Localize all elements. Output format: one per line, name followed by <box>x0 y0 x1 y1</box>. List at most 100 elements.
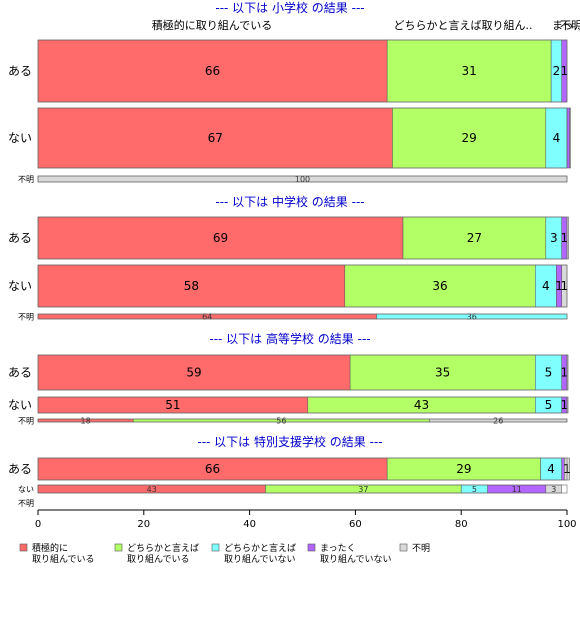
bar-frame <box>37 313 568 320</box>
bar-frame <box>37 484 568 494</box>
legend-label: まったく <box>320 543 356 554</box>
bar-frame <box>37 396 568 414</box>
legend-swatch <box>114 543 123 552</box>
data-label: 56 <box>276 417 286 426</box>
data-label: 5 <box>545 366 553 380</box>
data-label: 3 <box>550 231 558 245</box>
x-tick-label: 80 <box>455 519 468 530</box>
legend-swatch <box>307 543 316 552</box>
data-label: 59 <box>186 366 201 380</box>
bar-segment <box>535 354 562 391</box>
x-tick-label: 20 <box>137 519 150 530</box>
bar-frame <box>37 175 568 183</box>
bar-segment <box>37 39 388 103</box>
bar-frame <box>37 107 568 169</box>
legend-label: 取り組んでいる <box>32 553 95 565</box>
legend-label: どちらかと言えば <box>224 542 296 554</box>
data-label: 1 <box>561 64 569 78</box>
legend-swatch <box>399 543 408 552</box>
top-label: どちらかと言えば取り組ん.. <box>394 19 533 32</box>
row-label: ある <box>8 366 32 380</box>
row-label: 不明 <box>18 417 34 426</box>
data-label: 31 <box>461 64 476 78</box>
bar-segment <box>349 354 536 391</box>
data-label: 4 <box>547 462 555 476</box>
row-label: ない <box>8 398 32 412</box>
data-label: 29 <box>461 131 476 145</box>
x-tick-label: 0 <box>35 519 41 530</box>
data-label: 43 <box>414 398 429 412</box>
legend-label: どちらかと言えば <box>127 542 199 554</box>
legend-label: 取り組んでいる <box>127 553 190 565</box>
data-label: 4 <box>542 279 550 293</box>
data-label: 1 <box>561 366 569 380</box>
data-label: 67 <box>208 131 223 145</box>
data-label: 29 <box>456 462 471 476</box>
bar-segment <box>37 216 404 260</box>
row-label: 不明 <box>18 175 34 184</box>
data-label: 1 <box>561 279 569 293</box>
data-label: 5 <box>545 398 553 412</box>
legend-swatch <box>211 543 220 552</box>
data-label: 1 <box>561 398 569 412</box>
data-label: 51 <box>165 398 180 412</box>
data-label: 2 <box>553 64 561 78</box>
data-label: 43 <box>147 485 157 494</box>
row-label: 不明 <box>18 499 34 508</box>
legend-label: 不明 <box>412 543 430 554</box>
row-label: ある <box>8 462 32 476</box>
top-label: 積極的に取り組んでいる <box>152 18 272 32</box>
row-label: ない <box>8 131 32 145</box>
bar-frame <box>37 354 568 391</box>
bar-frame <box>37 418 568 423</box>
bar-segment <box>386 39 552 103</box>
legend-swatch <box>19 543 28 552</box>
data-label: 36 <box>432 279 447 293</box>
legend-label: 取り組んでいない <box>224 553 296 565</box>
data-label: 64 <box>202 313 212 322</box>
bar-segment <box>566 107 570 169</box>
data-label: 36 <box>467 313 477 322</box>
x-tick-label: 60 <box>349 519 362 530</box>
data-label: 18 <box>81 417 91 426</box>
bar-segment <box>402 216 547 260</box>
top-label: 不明 <box>560 19 580 32</box>
data-label: 11 <box>512 485 522 494</box>
panel-title-1: --- 以下は 中学校 の結果 --- <box>215 194 364 209</box>
legend-label: 取り組んでいない <box>320 553 392 565</box>
data-label: 58 <box>184 279 199 293</box>
row-label: ない <box>18 485 34 494</box>
data-label: 5 <box>472 485 477 494</box>
panel-title-2: --- 以下は 高等学校 の結果 --- <box>209 331 370 346</box>
data-label: 66 <box>205 64 220 78</box>
top-label: まっ.. <box>552 19 580 32</box>
data-label: 26 <box>493 417 503 426</box>
bar-frame <box>37 457 568 481</box>
x-tick-label: 40 <box>243 519 256 530</box>
row-label: 不明 <box>18 313 34 322</box>
panel-title-0: --- 以下は 小学校 の結果 --- <box>215 0 364 15</box>
bar-segment <box>37 107 393 169</box>
data-label: 66 <box>205 462 220 476</box>
bar-frame <box>37 39 568 103</box>
panel-title-3: --- 以下は 特別支援学校 の結果 --- <box>197 434 382 449</box>
bar-frame <box>37 264 568 308</box>
data-label: 3 <box>551 485 556 494</box>
bar-segment <box>569 107 571 169</box>
x-tick-label: 100 <box>557 519 576 530</box>
data-label: 35 <box>435 366 450 380</box>
legend-label: 積極的に <box>32 542 68 554</box>
data-label: 4 <box>553 131 561 145</box>
row-label: ある <box>8 231 32 245</box>
bar-frame <box>37 216 568 260</box>
data-label: 27 <box>467 231 482 245</box>
bar-segment <box>37 264 346 308</box>
data-label: 100 <box>295 175 310 184</box>
row-label: ある <box>8 64 32 78</box>
row-label: ない <box>8 279 32 293</box>
data-label: 69 <box>213 231 228 245</box>
data-label: 37 <box>358 485 368 494</box>
data-label: 1 <box>561 231 569 245</box>
data-label: 1 <box>555 279 563 293</box>
